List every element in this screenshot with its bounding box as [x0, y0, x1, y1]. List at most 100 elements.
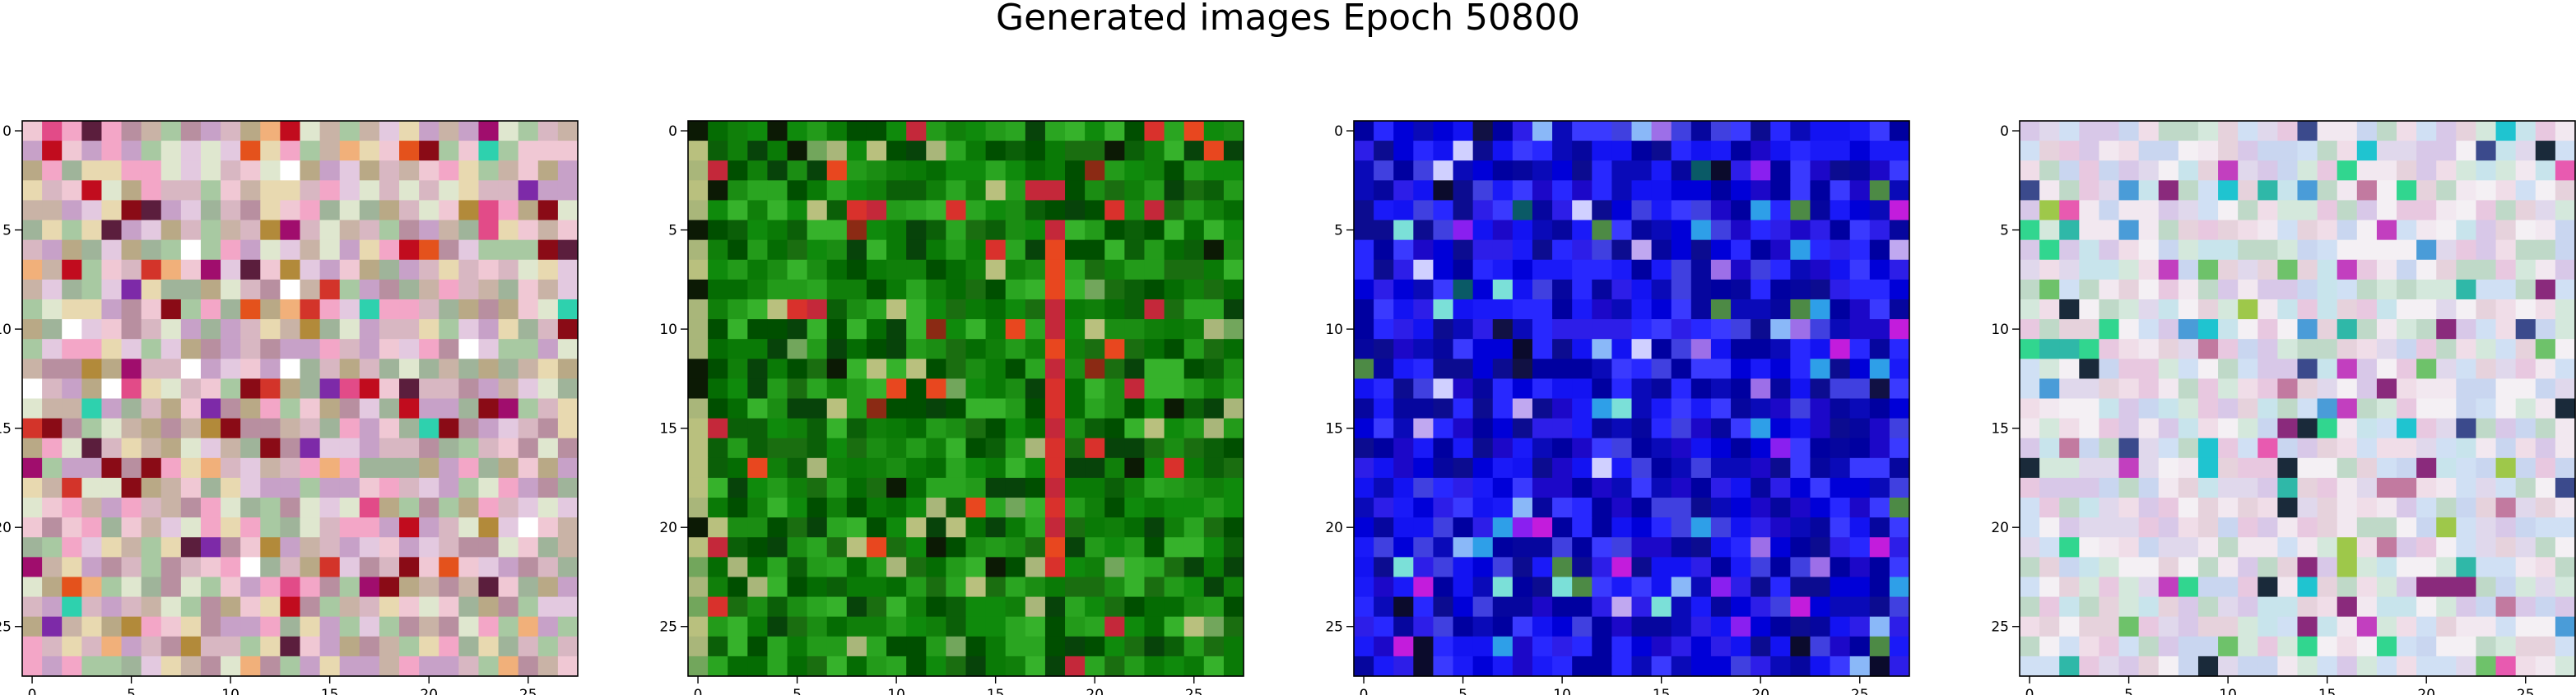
pixel-cell: [2020, 438, 2040, 459]
pixel-cell: [926, 498, 946, 518]
pixel-cell: [2436, 200, 2457, 221]
pixel-cell: [1572, 656, 1593, 677]
pixel-cell: [399, 200, 420, 221]
pixel-cell: [1810, 359, 1831, 379]
pixel-cell: [926, 259, 946, 280]
pixel-cell: [728, 636, 748, 657]
pixel-cell: [1104, 299, 1125, 320]
pixel-cell: [1532, 299, 1553, 320]
pixel-cell: [379, 141, 400, 161]
pixel-cell: [2277, 596, 2299, 618]
pixel-cell: [2456, 220, 2477, 241]
pixel-cell: [537, 239, 559, 261]
pixel-cell: [906, 200, 927, 221]
pixel-cell: [2138, 259, 2160, 280]
pixel-cell: [1512, 498, 1533, 518]
pixel-cell: [518, 259, 539, 280]
pixel-cell: [2376, 517, 2397, 538]
pixel-cell: [1889, 299, 1910, 320]
pixel-cell: [926, 160, 946, 181]
pixel-cell: [2297, 200, 2318, 221]
pixel-cell: [1690, 319, 1712, 340]
pixel-cell: [1044, 636, 1066, 657]
pixel-cell: [1124, 577, 1146, 598]
pixel-cell: [688, 457, 709, 479]
pixel-cell: [1085, 359, 1105, 379]
pixel-cell: [1203, 498, 1225, 518]
pixel-cell: [1830, 438, 1851, 459]
pixel-cell: [946, 339, 967, 359]
pixel-cell: [1651, 319, 1672, 340]
pixel-cell: [2376, 359, 2397, 379]
pixel-cell: [359, 279, 380, 300]
pixel-cell: [1869, 339, 1890, 359]
pixel-cell: [1393, 537, 1414, 558]
pixel-cell: [439, 259, 459, 280]
x-tick-label: 0: [1360, 687, 1369, 695]
pixel-cell: [2416, 577, 2437, 598]
pixel-cell: [1104, 239, 1125, 261]
pixel-cell: [141, 220, 162, 241]
pixel-cell: [2297, 438, 2318, 459]
pixel-cell: [498, 239, 519, 261]
pixel-cell: [826, 121, 848, 141]
pixel-cell: [946, 477, 967, 498]
pixel-cell: [1631, 517, 1653, 538]
pixel-cell: [2277, 557, 2299, 578]
pixel-cell: [2118, 457, 2140, 479]
pixel-cell: [2495, 141, 2517, 161]
pixel-cell: [2376, 259, 2397, 280]
pixel-cell: [101, 438, 123, 459]
pixel-cell: [1869, 180, 1890, 202]
pixel-cell: [419, 200, 439, 221]
pixel-cell: [42, 200, 63, 221]
pixel-cell: [688, 636, 709, 657]
pixel-cell: [2079, 279, 2100, 300]
pixel-cell: [2476, 239, 2497, 261]
pixel-cell: [2555, 517, 2576, 538]
pixel-cell: [708, 477, 728, 498]
pixel-cell: [2238, 477, 2258, 498]
pixel-cell: [557, 239, 579, 261]
pixel-cell: [537, 457, 559, 479]
pixel-cell: [1393, 656, 1414, 677]
pixel-cell: [2555, 299, 2576, 320]
pixel-cell: [280, 160, 301, 181]
pixel-cell: [1025, 457, 1046, 479]
pixel-cell: [2079, 616, 2100, 637]
pixel-cell: [1354, 477, 1374, 498]
pixel-cell: [906, 259, 927, 280]
pixel-cell: [1453, 200, 1474, 221]
pixel-cell: [101, 596, 123, 618]
pixel-cell: [2039, 339, 2060, 359]
pixel-cell: [221, 418, 241, 439]
pixel-cell: [22, 577, 43, 598]
pixel-cell: [866, 438, 887, 459]
pixel-cell: [2218, 577, 2239, 598]
pixel-cell: [1512, 200, 1533, 221]
pixel-cell: [787, 279, 808, 300]
pixel-cell: [886, 577, 907, 598]
pixel-cell: [1183, 160, 1205, 181]
pixel-cell: [1690, 220, 1712, 241]
pixel-cell: [1472, 220, 1494, 241]
pixel-cell: [1025, 477, 1046, 498]
pixel-cell: [2495, 220, 2517, 241]
pixel-cell: [2555, 220, 2576, 241]
pixel-cell: [728, 457, 748, 479]
pixel-cell: [1124, 339, 1146, 359]
pixel-cell: [688, 200, 709, 221]
pixel-cell: [767, 141, 788, 161]
pixel-cell: [985, 319, 1007, 340]
pixel-cell: [787, 378, 808, 400]
pixel-cell: [2555, 477, 2576, 498]
pixel-cell: [2476, 596, 2497, 618]
pixel-cell: [379, 378, 400, 400]
pixel-cell: [985, 121, 1007, 141]
pixel-cell: [1631, 339, 1653, 359]
pixel-cell: [2297, 477, 2318, 498]
pixel-cell: [1751, 438, 1771, 459]
pixel-cell: [2456, 359, 2477, 379]
pixel-cell: [1671, 259, 1692, 280]
pixel-cell: [1889, 636, 1910, 657]
